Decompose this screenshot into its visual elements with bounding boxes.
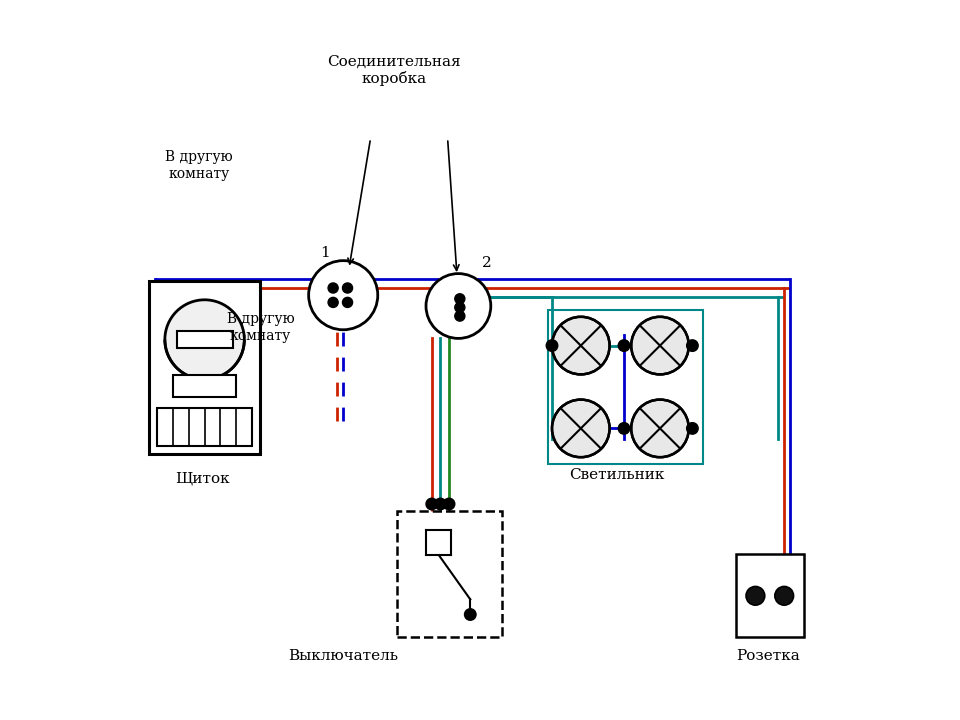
Circle shape [455,294,465,304]
Circle shape [618,423,630,434]
Circle shape [746,586,765,605]
Circle shape [426,274,491,338]
Text: 1: 1 [321,246,330,261]
Circle shape [552,317,610,374]
Circle shape [632,400,689,457]
Circle shape [328,283,338,293]
Circle shape [165,300,245,379]
Text: Соединительная
коробка: Соединительная коробка [326,55,461,86]
Bar [157,408,252,446]
Circle shape [775,586,794,605]
Bar [548,310,703,464]
Text: 2: 2 [482,256,492,270]
Circle shape [686,423,698,434]
Circle shape [686,340,698,351]
Bar [149,281,260,454]
Circle shape [328,297,338,307]
Circle shape [455,311,465,321]
Circle shape [552,400,610,457]
Text: В другую
комнату: В другую комнату [227,312,295,343]
Circle shape [426,498,438,510]
Circle shape [632,317,689,374]
Circle shape [435,498,446,510]
Bar [735,554,804,637]
Text: В другую
комнату: В другую комнату [165,150,233,181]
Circle shape [309,261,377,330]
Circle shape [343,283,352,293]
Bar [177,331,232,348]
Bar [397,511,501,637]
Text: Светильник: Светильник [569,468,664,482]
Circle shape [546,340,558,351]
Text: Розетка: Розетка [736,649,800,663]
Text: Щиток: Щиток [176,472,230,485]
Text: Выключатель: Выключатель [288,649,398,663]
Circle shape [343,297,352,307]
Circle shape [618,340,630,351]
Circle shape [465,608,476,620]
Bar [174,375,236,397]
Circle shape [455,302,465,312]
Circle shape [444,498,455,510]
